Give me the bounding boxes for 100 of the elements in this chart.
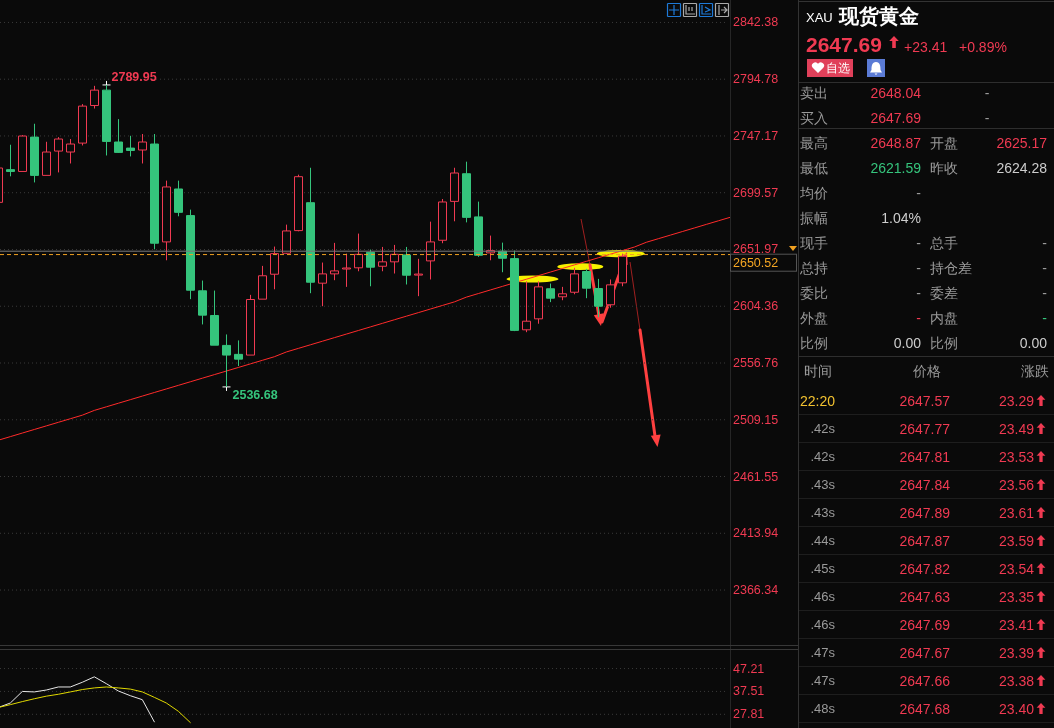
text: 卖出 (800, 85, 828, 101)
text: 比例 (800, 335, 828, 351)
text: 开盘 (930, 135, 958, 151)
text: 23.61 (998, 504, 1035, 521)
text: 1.04% (881, 210, 921, 226)
text: 持仓差 (930, 260, 972, 276)
text: - (1042, 235, 1048, 251)
annotation: 2789.95 (111, 69, 157, 84)
y-tick-label: 2461.55 (733, 469, 779, 484)
ref-line-label: 2650.52 (733, 255, 779, 270)
text: 0.00 (893, 335, 922, 351)
text: 2648.87 (870, 135, 922, 151)
text: 23.29 (998, 392, 1035, 409)
text: 振幅 (800, 210, 828, 226)
text: 最低 (800, 160, 828, 176)
text: .46s (810, 617, 836, 632)
text: - (984, 85, 990, 101)
y-tick-label: 2699.57 (733, 185, 779, 200)
text: 总手 (929, 235, 958, 251)
text: 2647.69 (870, 110, 922, 126)
y-tick-label: 47.21 (733, 661, 765, 676)
y-tick-label: 2604.36 (733, 299, 779, 314)
text: 23.35 (998, 588, 1035, 605)
text: .47s (810, 645, 836, 660)
ref-label: 2650.52 (730, 253, 797, 272)
y-tick-label: 2794.78 (733, 72, 779, 87)
text: 23.59 (998, 532, 1035, 549)
text: 23.38 (998, 672, 1035, 689)
text: 23.53 (998, 448, 1035, 465)
y-tick-label: 2509.15 (733, 412, 779, 427)
y-tick-label: 2413.94 (733, 526, 779, 541)
text: - (916, 310, 922, 326)
y-tick-label: 2747.17 (733, 128, 779, 143)
text: 2647.57 (899, 392, 951, 409)
text: XAU (806, 9, 833, 25)
y-tick-label: 2366.34 (733, 583, 779, 598)
text: 内盘 (930, 310, 958, 326)
annotation: 2536.68 (232, 387, 278, 402)
y-tick-label: 37.51 (733, 684, 765, 699)
text: 23.54 (998, 560, 1035, 577)
text: 外盘 (800, 310, 828, 326)
text: .44s (810, 533, 836, 548)
text: 23.39 (998, 644, 1035, 661)
text: 委差 (930, 285, 958, 301)
text: - (1042, 310, 1048, 326)
text: 2647.69 (899, 616, 951, 633)
annotation: 2536.68 (222, 382, 278, 402)
text: - (916, 285, 922, 301)
text: 2621.59 (870, 160, 922, 176)
text: - (1042, 285, 1048, 301)
text: 时间 (804, 363, 832, 379)
text: +23.41 (904, 39, 948, 55)
text: 现货黄金 (838, 5, 919, 27)
text: 2647.69 (806, 32, 882, 56)
text: 昨收 (930, 160, 958, 176)
text: .48s (810, 701, 836, 716)
text: 总持 (799, 260, 828, 276)
text: 委比 (800, 285, 828, 301)
text: 2647.66 (899, 672, 951, 689)
text: 涨跌 (1021, 363, 1049, 379)
text: - (916, 235, 922, 251)
text: 2648.04 (870, 85, 922, 101)
annotation: 2789.95 (102, 69, 157, 90)
text: 比例 (930, 335, 958, 351)
text: - (916, 185, 922, 201)
text: .43s (810, 477, 836, 492)
text: .42s (810, 421, 836, 436)
text: 0.00 (1019, 335, 1048, 351)
text: 2647.82 (899, 560, 951, 577)
y-tick-label: 2842.38 (733, 15, 779, 30)
text: .46s (810, 589, 836, 604)
text: 价格 (912, 363, 941, 379)
text: .42s (810, 449, 836, 464)
text: .43s (810, 505, 836, 520)
text: 23.56 (998, 476, 1035, 493)
text: 现手 (800, 235, 828, 251)
text: 22:20 (799, 392, 836, 409)
text: 23.40 (998, 700, 1035, 717)
text: 均价 (799, 185, 828, 201)
text: 自选 (826, 61, 850, 75)
text: - (916, 260, 922, 276)
y-tick-label: 2556.76 (733, 355, 779, 370)
text: .45s (810, 561, 836, 576)
text: 2647.63 (899, 588, 951, 605)
text: 2625.17 (996, 135, 1048, 151)
text: 23.41 (998, 616, 1035, 633)
text: .47s (810, 673, 836, 688)
text: 2647.84 (899, 476, 951, 493)
text: 23.49 (998, 420, 1035, 437)
text: 2647.77 (899, 420, 951, 437)
text: 买入 (800, 110, 828, 126)
text: 2647.67 (899, 644, 951, 661)
text: 2647.68 (899, 700, 951, 717)
text: 最高 (800, 135, 828, 151)
y-tick-label: 27.81 (733, 707, 765, 722)
text: 2647.89 (899, 504, 951, 521)
text: 2647.81 (899, 448, 951, 465)
text: 2647.87 (899, 532, 951, 549)
text: 2624.28 (996, 160, 1048, 176)
text: - (984, 110, 990, 126)
